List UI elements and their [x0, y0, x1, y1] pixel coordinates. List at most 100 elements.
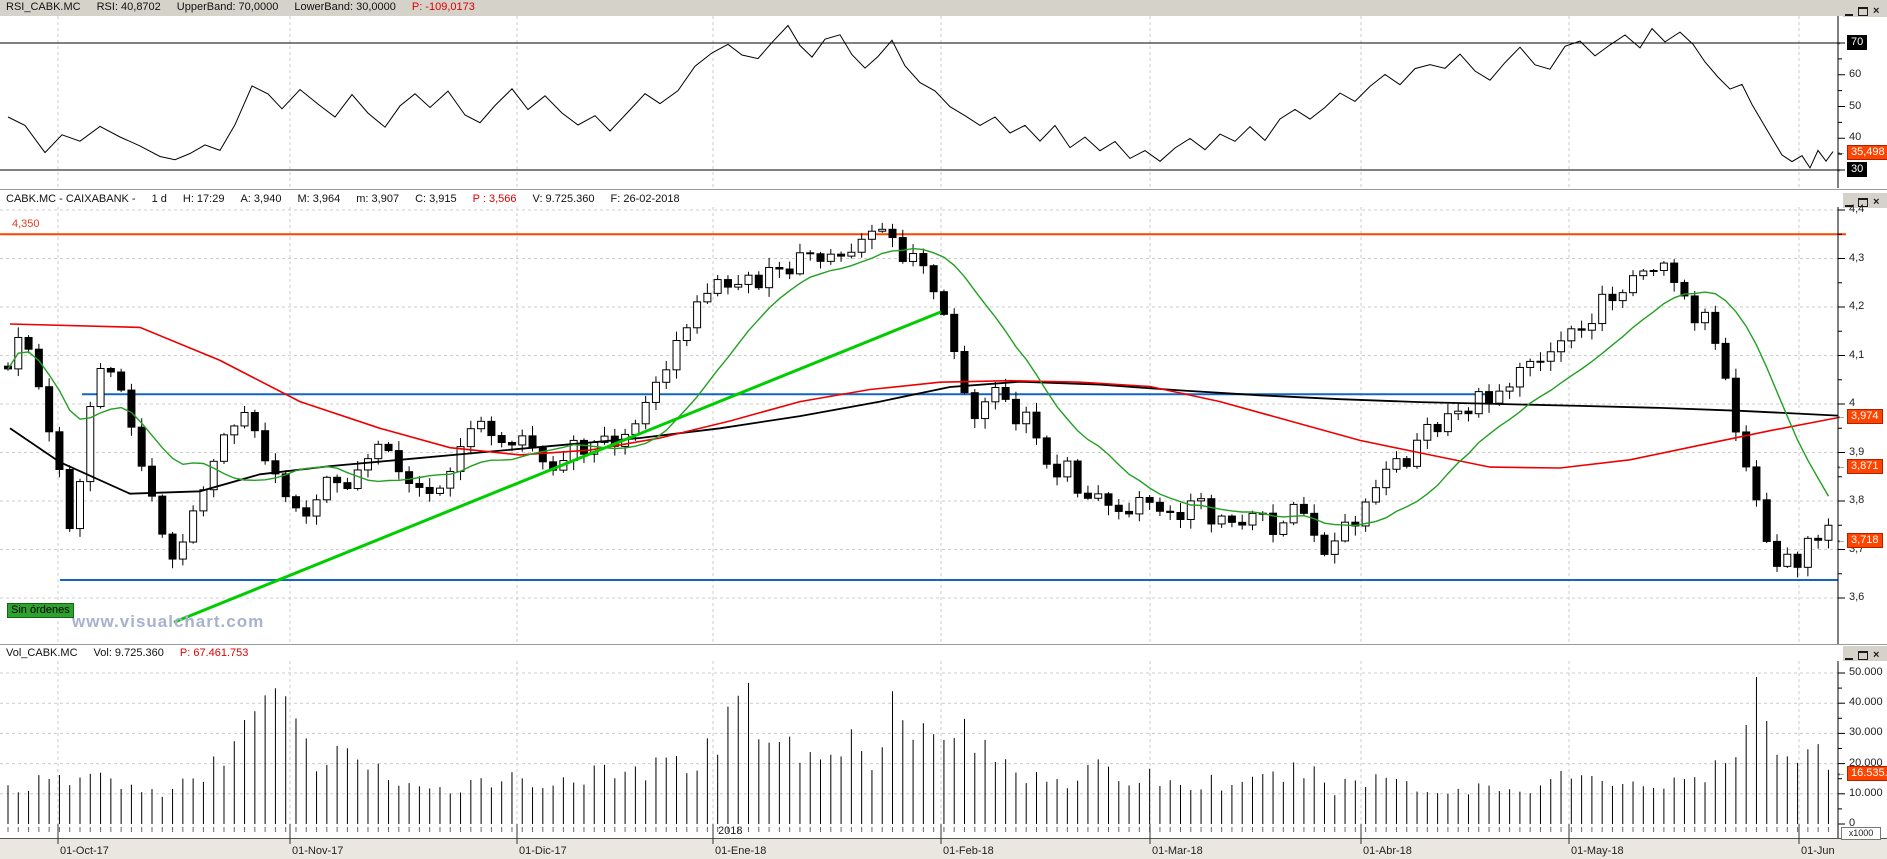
candle-body — [322, 476, 331, 501]
candle-body — [528, 435, 537, 449]
candle-body — [456, 446, 465, 472]
candle-body — [1341, 521, 1350, 542]
candle-body — [1752, 466, 1761, 501]
candle-body — [1670, 262, 1679, 283]
candle-body — [1701, 311, 1710, 324]
candle-body — [425, 486, 434, 494]
candle-body — [45, 386, 54, 433]
candle-body — [1371, 487, 1380, 503]
candle-body — [1217, 515, 1226, 525]
candle-body — [950, 313, 959, 353]
candle-body — [1238, 521, 1247, 526]
candle-body — [446, 470, 455, 489]
candle-body — [1577, 328, 1586, 331]
candle-body — [271, 460, 280, 475]
candle-body — [158, 495, 167, 535]
candle-body — [600, 435, 609, 443]
candle-body — [1114, 504, 1123, 512]
candle-body — [1618, 292, 1627, 302]
candle-body — [1659, 262, 1668, 272]
candle-body — [1320, 534, 1329, 555]
candle-body — [384, 443, 393, 452]
candle-body — [867, 230, 876, 240]
candle-body — [1526, 360, 1535, 369]
candle-body — [1053, 463, 1062, 478]
candle-body — [1011, 398, 1020, 425]
candle-body — [1711, 311, 1720, 344]
maximize-icon[interactable] — [1858, 198, 1868, 207]
candle-body — [96, 367, 105, 408]
close-icon[interactable]: × — [1873, 196, 1880, 208]
candle-body — [826, 253, 835, 262]
candle-body — [1402, 458, 1411, 467]
candle-body — [415, 483, 424, 488]
candle-body — [1299, 503, 1308, 514]
candle-body — [754, 274, 763, 289]
candle-body — [981, 401, 990, 420]
candle-body — [1680, 281, 1689, 297]
candle-body — [1125, 510, 1134, 515]
candle-body — [1598, 293, 1607, 325]
candle-body — [1104, 493, 1113, 506]
candle-body — [775, 266, 784, 270]
candle-body — [1803, 537, 1812, 568]
candle-body — [302, 507, 311, 517]
candle-body — [1485, 391, 1494, 404]
header-info-text: LowerBand: 30,0000 — [294, 1, 396, 13]
rsi-line — [7, 24, 1834, 169]
candle-body — [394, 450, 403, 473]
candle-body — [1289, 503, 1298, 524]
candle-body — [1587, 323, 1596, 331]
candle-body — [939, 291, 948, 315]
minimize-icon[interactable] — [1845, 6, 1853, 16]
candle-body — [1248, 512, 1257, 526]
candle-body — [1423, 423, 1432, 441]
minimize-icon[interactable] — [1845, 650, 1853, 660]
minimize-icon[interactable] — [1845, 197, 1853, 207]
candle-body — [291, 496, 300, 509]
candle-body — [785, 268, 794, 275]
header-info-text: CABK.MC - CAIXABANK - — [6, 193, 136, 205]
candle-body — [857, 238, 866, 253]
candle-body — [1557, 340, 1566, 353]
candle-body — [744, 274, 753, 285]
candle-body — [1536, 360, 1545, 363]
candle-body — [65, 468, 74, 530]
candle-body — [86, 406, 95, 483]
maximize-icon[interactable] — [1858, 7, 1868, 16]
header-info-text: V: 9.725.360 — [532, 193, 595, 205]
candle-body — [1361, 501, 1370, 527]
candle-body — [1269, 512, 1278, 535]
trendline[interactable] — [173, 310, 942, 624]
candle-body — [1443, 413, 1452, 433]
candle-body — [1083, 492, 1092, 499]
candle-body — [281, 473, 290, 498]
candle-body — [703, 292, 712, 303]
close-icon[interactable]: × — [1873, 649, 1880, 661]
volume-panel-header: Vol_CABK.MC Vol: 9.725.360 P: 67.461.753 — [0, 644, 1887, 662]
candle-body — [672, 340, 681, 371]
candle-body — [219, 434, 228, 462]
header-info-text: A: 3,940 — [240, 193, 282, 205]
rsi-panel-header: RSI_CABK.MC RSI: 40,8702 UpperBand: 70,000… — [0, 0, 1887, 16]
maximize-icon[interactable] — [1858, 651, 1868, 660]
price-window-controls: × — [1843, 193, 1887, 208]
candle-body — [713, 279, 722, 294]
candle-body — [363, 458, 372, 471]
header-info-text: UpperBand: 70,0000 — [176, 1, 279, 13]
candle-body — [1227, 515, 1236, 523]
header-info-text: M: 3,964 — [297, 193, 341, 205]
close-icon[interactable]: × — [1873, 5, 1880, 17]
change-value-text: P: 67.461.753 — [179, 647, 249, 659]
candle-body — [466, 428, 475, 448]
candle-body — [651, 381, 660, 403]
moving-average-line — [9, 380, 1838, 495]
candle-body — [127, 389, 136, 428]
header-info-text: m: 3,907 — [356, 193, 400, 205]
candle-body — [168, 533, 177, 560]
candle-body — [693, 301, 702, 329]
candle-body — [1649, 270, 1658, 273]
candle-body — [333, 476, 342, 484]
candle-body — [1032, 411, 1041, 439]
